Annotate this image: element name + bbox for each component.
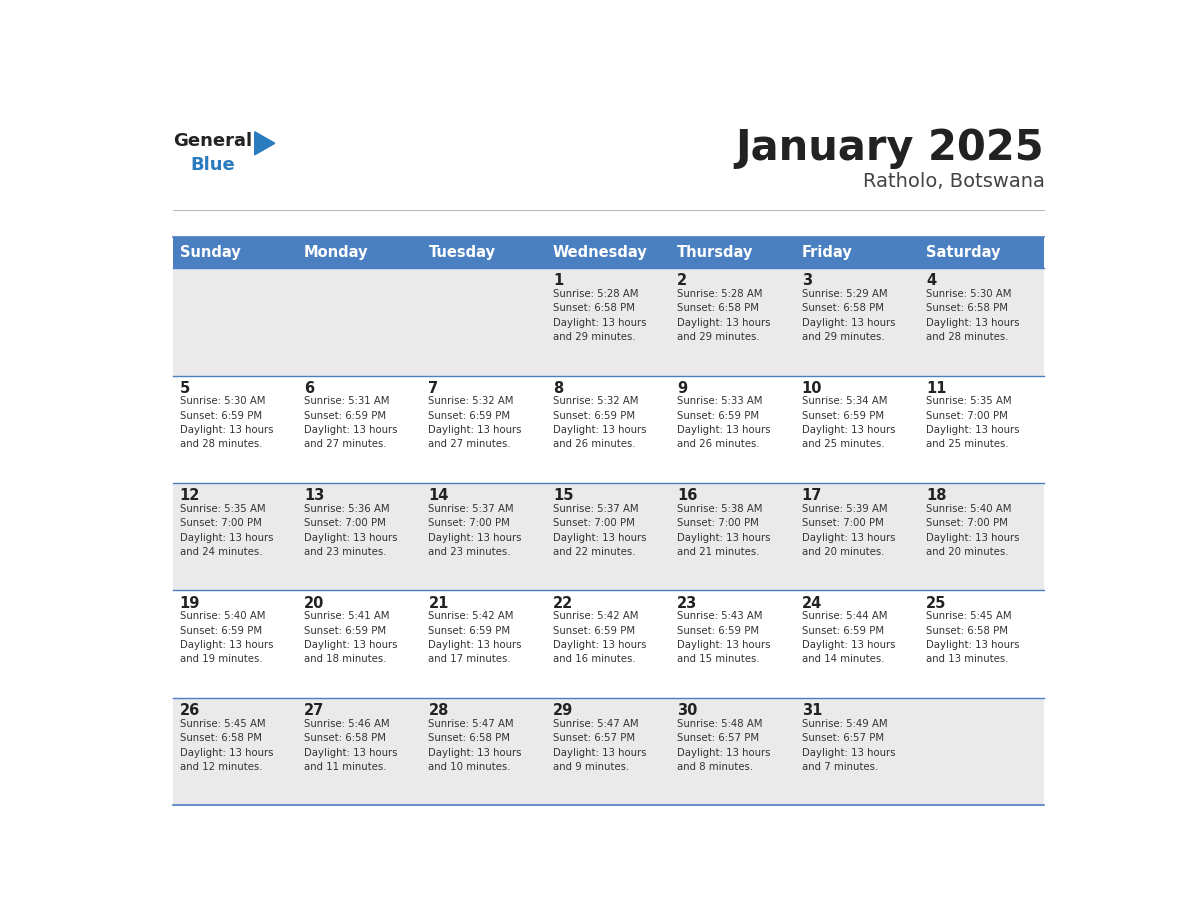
Text: Saturday: Saturday <box>927 245 1000 260</box>
Text: 11: 11 <box>927 381 947 396</box>
Text: Sunrise: 5:37 AM
Sunset: 7:00 PM
Daylight: 13 hours
and 22 minutes.: Sunrise: 5:37 AM Sunset: 7:00 PM Dayligh… <box>552 504 646 557</box>
Bar <box>173 268 1044 375</box>
Text: Sunday: Sunday <box>179 245 240 260</box>
Text: Sunrise: 5:29 AM
Sunset: 6:58 PM
Daylight: 13 hours
and 29 minutes.: Sunrise: 5:29 AM Sunset: 6:58 PM Dayligh… <box>802 289 896 342</box>
Text: 27: 27 <box>304 703 324 719</box>
Text: 29: 29 <box>552 703 573 719</box>
Text: 31: 31 <box>802 703 822 719</box>
Text: 24: 24 <box>802 596 822 610</box>
Text: Sunrise: 5:40 AM
Sunset: 7:00 PM
Daylight: 13 hours
and 20 minutes.: Sunrise: 5:40 AM Sunset: 7:00 PM Dayligh… <box>927 504 1019 557</box>
Text: Sunrise: 5:32 AM
Sunset: 6:59 PM
Daylight: 13 hours
and 26 minutes.: Sunrise: 5:32 AM Sunset: 6:59 PM Dayligh… <box>552 397 646 450</box>
Text: Sunrise: 5:45 AM
Sunset: 6:58 PM
Daylight: 13 hours
and 12 minutes.: Sunrise: 5:45 AM Sunset: 6:58 PM Dayligh… <box>179 719 273 772</box>
Text: Sunrise: 5:32 AM
Sunset: 6:59 PM
Daylight: 13 hours
and 27 minutes.: Sunrise: 5:32 AM Sunset: 6:59 PM Dayligh… <box>429 397 522 450</box>
Text: Sunrise: 5:47 AM
Sunset: 6:58 PM
Daylight: 13 hours
and 10 minutes.: Sunrise: 5:47 AM Sunset: 6:58 PM Dayligh… <box>429 719 522 772</box>
Text: Sunrise: 5:35 AM
Sunset: 7:00 PM
Daylight: 13 hours
and 25 minutes.: Sunrise: 5:35 AM Sunset: 7:00 PM Dayligh… <box>927 397 1019 450</box>
Polygon shape <box>254 131 274 155</box>
Text: 25: 25 <box>927 596 947 610</box>
Text: 28: 28 <box>429 703 449 719</box>
Text: Sunrise: 5:28 AM
Sunset: 6:58 PM
Daylight: 13 hours
and 29 minutes.: Sunrise: 5:28 AM Sunset: 6:58 PM Dayligh… <box>677 289 771 342</box>
Text: Sunrise: 5:28 AM
Sunset: 6:58 PM
Daylight: 13 hours
and 29 minutes.: Sunrise: 5:28 AM Sunset: 6:58 PM Dayligh… <box>552 289 646 342</box>
Text: Sunrise: 5:35 AM
Sunset: 7:00 PM
Daylight: 13 hours
and 24 minutes.: Sunrise: 5:35 AM Sunset: 7:00 PM Dayligh… <box>179 504 273 557</box>
Text: Sunrise: 5:45 AM
Sunset: 6:58 PM
Daylight: 13 hours
and 13 minutes.: Sunrise: 5:45 AM Sunset: 6:58 PM Dayligh… <box>927 611 1019 665</box>
Text: Sunrise: 5:38 AM
Sunset: 7:00 PM
Daylight: 13 hours
and 21 minutes.: Sunrise: 5:38 AM Sunset: 7:00 PM Dayligh… <box>677 504 771 557</box>
Text: 2: 2 <box>677 274 688 288</box>
Text: Sunrise: 5:37 AM
Sunset: 7:00 PM
Daylight: 13 hours
and 23 minutes.: Sunrise: 5:37 AM Sunset: 7:00 PM Dayligh… <box>429 504 522 557</box>
Text: Sunrise: 5:36 AM
Sunset: 7:00 PM
Daylight: 13 hours
and 23 minutes.: Sunrise: 5:36 AM Sunset: 7:00 PM Dayligh… <box>304 504 398 557</box>
Bar <box>173 698 1044 805</box>
Text: Sunrise: 5:34 AM
Sunset: 6:59 PM
Daylight: 13 hours
and 25 minutes.: Sunrise: 5:34 AM Sunset: 6:59 PM Dayligh… <box>802 397 896 450</box>
Bar <box>173 483 1044 590</box>
Text: Sunrise: 5:43 AM
Sunset: 6:59 PM
Daylight: 13 hours
and 15 minutes.: Sunrise: 5:43 AM Sunset: 6:59 PM Dayligh… <box>677 611 771 665</box>
Text: Friday: Friday <box>802 245 853 260</box>
Text: 12: 12 <box>179 488 200 503</box>
Text: Sunrise: 5:42 AM
Sunset: 6:59 PM
Daylight: 13 hours
and 17 minutes.: Sunrise: 5:42 AM Sunset: 6:59 PM Dayligh… <box>429 611 522 665</box>
Text: Sunrise: 5:40 AM
Sunset: 6:59 PM
Daylight: 13 hours
and 19 minutes.: Sunrise: 5:40 AM Sunset: 6:59 PM Dayligh… <box>179 611 273 665</box>
Text: 17: 17 <box>802 488 822 503</box>
Text: Sunrise: 5:30 AM
Sunset: 6:58 PM
Daylight: 13 hours
and 28 minutes.: Sunrise: 5:30 AM Sunset: 6:58 PM Dayligh… <box>927 289 1019 342</box>
Text: 16: 16 <box>677 488 697 503</box>
Text: 1: 1 <box>552 274 563 288</box>
Text: 5: 5 <box>179 381 190 396</box>
Text: 10: 10 <box>802 381 822 396</box>
Text: Sunrise: 5:42 AM
Sunset: 6:59 PM
Daylight: 13 hours
and 16 minutes.: Sunrise: 5:42 AM Sunset: 6:59 PM Dayligh… <box>552 611 646 665</box>
Text: 20: 20 <box>304 596 324 610</box>
Text: Sunrise: 5:47 AM
Sunset: 6:57 PM
Daylight: 13 hours
and 9 minutes.: Sunrise: 5:47 AM Sunset: 6:57 PM Dayligh… <box>552 719 646 772</box>
Text: 22: 22 <box>552 596 573 610</box>
Text: Blue: Blue <box>190 156 235 174</box>
Text: 15: 15 <box>552 488 574 503</box>
Text: Tuesday: Tuesday <box>429 245 495 260</box>
Text: Thursday: Thursday <box>677 245 753 260</box>
Text: Sunrise: 5:31 AM
Sunset: 6:59 PM
Daylight: 13 hours
and 27 minutes.: Sunrise: 5:31 AM Sunset: 6:59 PM Dayligh… <box>304 397 398 450</box>
Text: General: General <box>173 131 252 150</box>
Bar <box>173 237 1044 268</box>
Text: Sunrise: 5:48 AM
Sunset: 6:57 PM
Daylight: 13 hours
and 8 minutes.: Sunrise: 5:48 AM Sunset: 6:57 PM Dayligh… <box>677 719 771 772</box>
Text: 19: 19 <box>179 596 200 610</box>
Text: 6: 6 <box>304 381 314 396</box>
Text: Sunrise: 5:30 AM
Sunset: 6:59 PM
Daylight: 13 hours
and 28 minutes.: Sunrise: 5:30 AM Sunset: 6:59 PM Dayligh… <box>179 397 273 450</box>
Text: 21: 21 <box>429 596 449 610</box>
Text: 18: 18 <box>927 488 947 503</box>
Text: 14: 14 <box>429 488 449 503</box>
Text: Wednesday: Wednesday <box>552 245 647 260</box>
Text: 13: 13 <box>304 488 324 503</box>
Text: Sunrise: 5:46 AM
Sunset: 6:58 PM
Daylight: 13 hours
and 11 minutes.: Sunrise: 5:46 AM Sunset: 6:58 PM Dayligh… <box>304 719 398 772</box>
Text: 3: 3 <box>802 274 811 288</box>
Text: 26: 26 <box>179 703 200 719</box>
Text: Sunrise: 5:33 AM
Sunset: 6:59 PM
Daylight: 13 hours
and 26 minutes.: Sunrise: 5:33 AM Sunset: 6:59 PM Dayligh… <box>677 397 771 450</box>
Text: Sunrise: 5:44 AM
Sunset: 6:59 PM
Daylight: 13 hours
and 14 minutes.: Sunrise: 5:44 AM Sunset: 6:59 PM Dayligh… <box>802 611 896 665</box>
Text: January 2025: January 2025 <box>735 127 1044 169</box>
Text: 4: 4 <box>927 274 936 288</box>
Text: Monday: Monday <box>304 245 368 260</box>
Bar <box>173 590 1044 698</box>
Text: Sunrise: 5:41 AM
Sunset: 6:59 PM
Daylight: 13 hours
and 18 minutes.: Sunrise: 5:41 AM Sunset: 6:59 PM Dayligh… <box>304 611 398 665</box>
Text: Ratholo, Botswana: Ratholo, Botswana <box>862 172 1044 191</box>
Bar <box>173 375 1044 483</box>
Text: 7: 7 <box>429 381 438 396</box>
Text: Sunrise: 5:39 AM
Sunset: 7:00 PM
Daylight: 13 hours
and 20 minutes.: Sunrise: 5:39 AM Sunset: 7:00 PM Dayligh… <box>802 504 896 557</box>
Text: 8: 8 <box>552 381 563 396</box>
Text: Sunrise: 5:49 AM
Sunset: 6:57 PM
Daylight: 13 hours
and 7 minutes.: Sunrise: 5:49 AM Sunset: 6:57 PM Dayligh… <box>802 719 896 772</box>
Text: 30: 30 <box>677 703 697 719</box>
Text: 23: 23 <box>677 596 697 610</box>
Text: 9: 9 <box>677 381 688 396</box>
